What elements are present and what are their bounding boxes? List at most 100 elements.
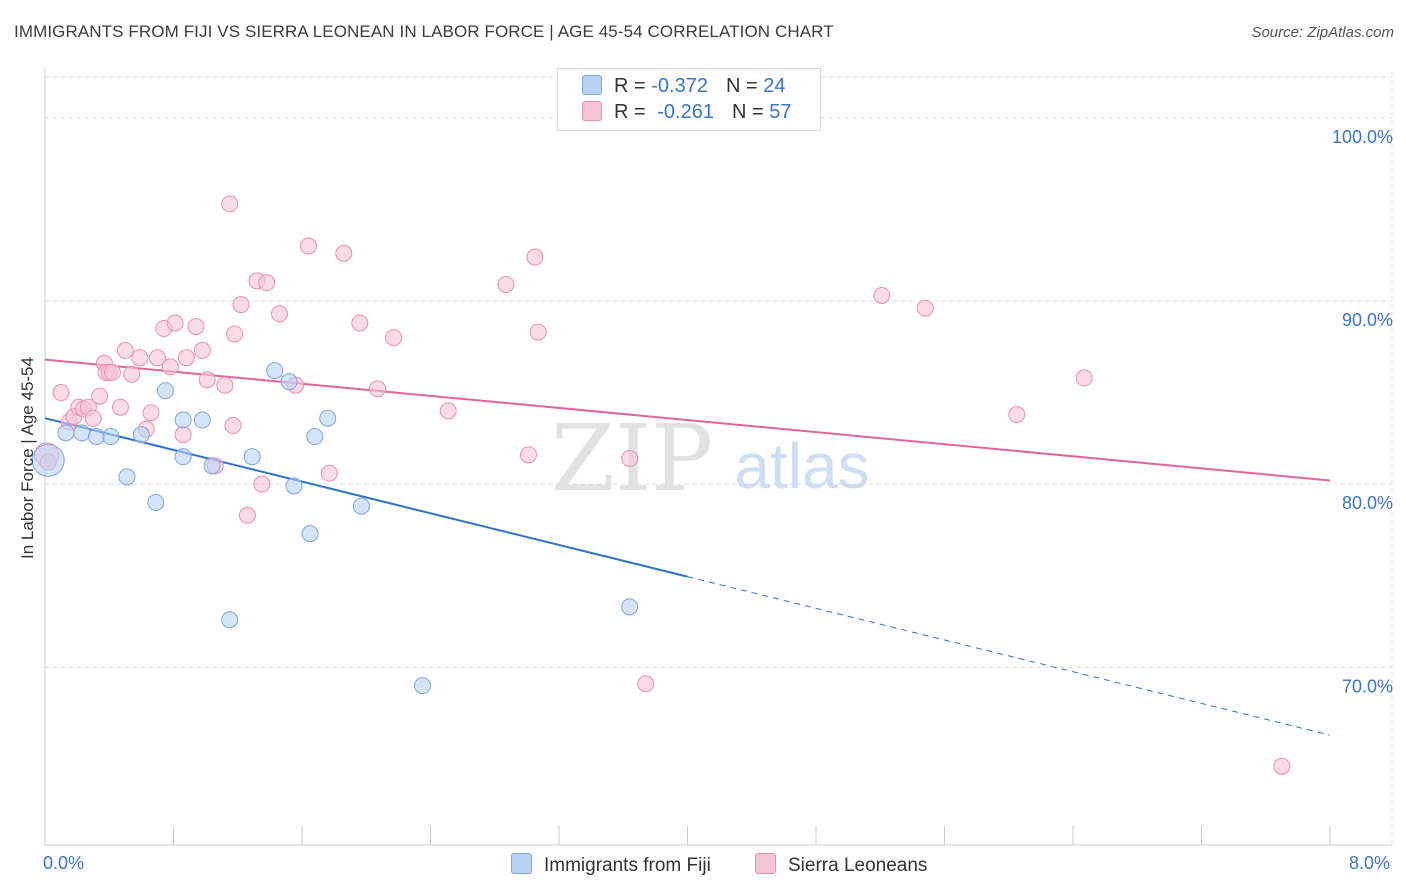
sierra-point [216, 376, 234, 394]
sierra-point [91, 387, 109, 405]
sierra-point [166, 314, 184, 332]
sierra-point [1008, 406, 1026, 424]
correlation-legend: R = -0.372 N = 24 R = -0.261 N = 57 [557, 68, 821, 131]
fiji-point [621, 598, 639, 616]
fiji-n-value: 24 [763, 75, 786, 97]
fiji-point [132, 426, 150, 444]
sierra-point [526, 248, 544, 266]
sierra-point [529, 323, 547, 341]
fiji-point [221, 611, 239, 629]
fiji-legend-swatch [511, 853, 532, 874]
sierra-point [916, 299, 934, 317]
sierra-swatch [582, 101, 602, 121]
fiji-point [174, 411, 192, 429]
x-tick-label-min: 0.0% [43, 853, 85, 873]
sierra-point [258, 274, 276, 292]
fiji-point [243, 448, 261, 466]
fiji-point [413, 677, 431, 695]
fiji-point [352, 497, 370, 515]
sierra-point [519, 446, 537, 464]
watermark-atlas: atlas [734, 430, 869, 502]
sierra-legend-swatch [755, 853, 776, 874]
fiji-point [87, 428, 105, 446]
fiji-point [31, 443, 65, 477]
fiji-point [73, 424, 91, 442]
sierra-point [873, 286, 891, 304]
fiji-trend-line [44, 417, 688, 578]
sierra-point [161, 358, 179, 376]
sierra-point [84, 409, 102, 427]
fiji-legend-label: Immigrants from Fiji [544, 855, 711, 876]
fiji-point [118, 468, 136, 486]
sierra-legend-label: Sierra Leoneans [788, 855, 928, 876]
sierra-point [238, 506, 256, 524]
sierra-point [320, 464, 338, 482]
sierra-point [123, 365, 141, 383]
fiji-point [193, 411, 211, 429]
sierra-r-label: R = [614, 101, 652, 123]
sierra-point [224, 417, 242, 435]
sierra-point [351, 314, 369, 332]
fiji-trend-line-extrapolated [687, 576, 1331, 736]
fiji-point [57, 424, 75, 442]
sierra-point [198, 371, 216, 389]
fiji-swatch [582, 75, 602, 95]
fiji-point [280, 373, 298, 391]
fiji-point [174, 448, 192, 466]
sierra-point [232, 296, 250, 314]
sierra-point [621, 450, 639, 467]
sierra-r-value: -0.261 [657, 101, 714, 123]
x-tick-label-max: 8.0% [1349, 853, 1391, 873]
fiji-point [102, 428, 120, 446]
sierra-n-value: 57 [769, 101, 792, 123]
sierra-point [497, 275, 515, 293]
fiji-r-label: R = [614, 75, 652, 97]
fiji-point [301, 525, 319, 543]
sierra-point [116, 341, 134, 359]
sierra-point [368, 380, 386, 398]
y-tick-label-1: 80.0% [1342, 493, 1393, 513]
sierra-point [148, 349, 166, 367]
chart-title: IMMIGRANTS FROM FIJI VS SIERRA LEONEAN I… [14, 22, 834, 41]
sierra-point [335, 244, 353, 262]
sierra-point [174, 426, 192, 444]
fiji-point [306, 428, 324, 446]
sierra-point [253, 475, 271, 493]
trend-lines [44, 358, 1331, 736]
fiji-point [285, 477, 303, 495]
fiji-r-value: -0.372 [651, 75, 708, 97]
sierra-n-label: N = [731, 101, 770, 123]
y-tick-label-0: 70.0% [1342, 676, 1393, 696]
sierra-point [1273, 757, 1291, 775]
fiji-point [266, 362, 284, 380]
fiji-point [156, 382, 174, 400]
sierra-point [637, 675, 655, 693]
fiji-n-label: N = [725, 75, 764, 97]
sierra-point [131, 349, 149, 367]
watermark: ZIP atlas [551, 405, 870, 512]
y-tick-label-3: 100.0% [1332, 127, 1393, 147]
sierra-point [385, 329, 403, 347]
sierra-point [439, 402, 457, 420]
fiji-point [319, 409, 337, 427]
legend-row-sierra: R = -0.261 N = 57 [582, 101, 791, 125]
sierra-point [111, 398, 129, 416]
sierra-point [142, 404, 160, 422]
sierra-point [299, 237, 317, 255]
sierra-point [221, 195, 239, 213]
sierra-point [103, 363, 121, 381]
legend-row-fiji: R = -0.372 N = 24 [582, 75, 785, 99]
y-axis-label: In Labor Force | Age 45-54 [18, 357, 37, 559]
sierra-point [187, 318, 205, 336]
sierra-point [271, 305, 289, 323]
y-tick-label-2: 90.0% [1342, 310, 1393, 330]
y-tick-labels: 70.0% 80.0% 90.0% 100.0% [1332, 127, 1393, 697]
bottom-legend-fiji: Immigrants from Fiji [511, 853, 711, 877]
fiji-point [203, 457, 221, 475]
sierra-point [226, 325, 244, 343]
sierra-point [52, 384, 70, 402]
bottom-legend-sierra: Sierra Leoneans [755, 853, 927, 877]
sierra-point [1075, 369, 1093, 387]
fiji-points [31, 362, 639, 695]
